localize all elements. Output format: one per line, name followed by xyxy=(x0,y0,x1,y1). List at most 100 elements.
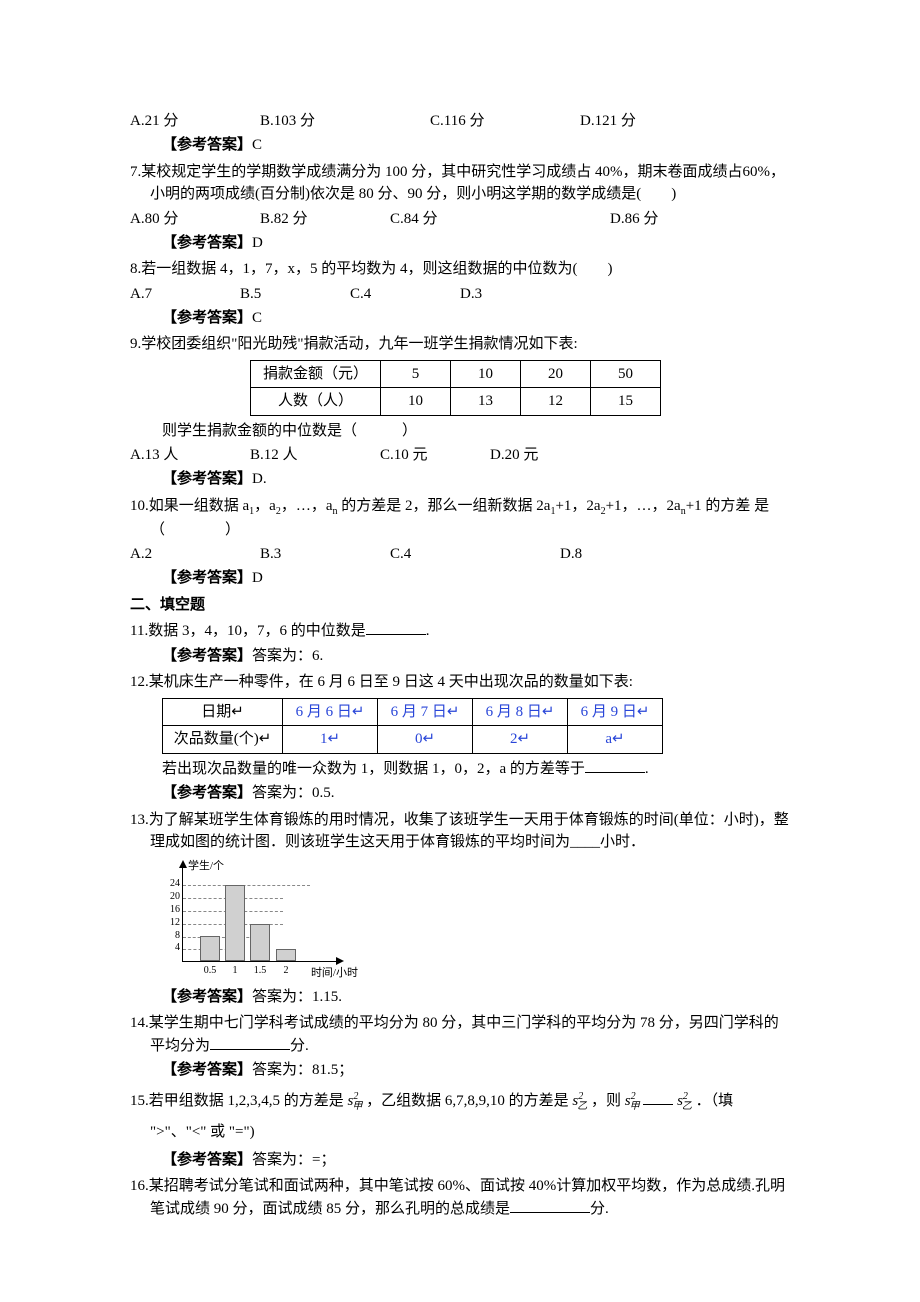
y-arrow-icon xyxy=(179,860,187,868)
q7: 7.某校规定学生的学期数学成绩满分为 100 分，其中研究性学习成绩占 40%，… xyxy=(130,161,790,206)
q9-opt-b: B.12 人 xyxy=(250,444,298,467)
q7-answer: 【参考答案】D xyxy=(130,232,790,255)
answer-label: 【参考答案】 xyxy=(162,1062,252,1078)
q7-opt-d: D.86 分 xyxy=(610,208,658,231)
q12-answer-val: 答案为：0.5. xyxy=(252,785,335,801)
q11: 11.数据 3，4，10，7，6 的中位数是. xyxy=(130,620,790,643)
q14-text: 14.某学生期中七门学科考试成绩的平均分为 80 分，其中三门学科的平均分为 7… xyxy=(130,1012,790,1057)
q8: 8.若一组数据 4，1，7，x，5 的平均数为 4，则这组数据的中位数为( ) xyxy=(130,258,790,281)
q10-m6: +1 的方差 xyxy=(686,498,751,514)
grid-line xyxy=(183,885,310,886)
q10-m1: ，a xyxy=(254,498,276,514)
q13-text: 13.为了解某班学生体育锻炼的用时情况，收集了该班学生一天用于体育锻炼的时间(单… xyxy=(130,809,790,854)
section-2-heading: 二、填空题 xyxy=(130,594,790,617)
q9-r2-0: 人数（人） xyxy=(251,388,381,416)
sub-jia: 甲 xyxy=(630,1101,640,1112)
q7-answer-val: D xyxy=(252,235,263,251)
q9-r2-3: 12 xyxy=(521,388,591,416)
xtick: 1 xyxy=(223,963,247,978)
q12-sub-pre: 若出现次品数量的唯一众数为 1，则数据 1，0，2，a 的方差等于 xyxy=(162,761,585,777)
q10-pre: 10.如果一组数据 a xyxy=(130,498,249,514)
ytick: 24 xyxy=(164,876,180,891)
blank xyxy=(643,1090,673,1105)
q7-options: A.80 分 B.82 分 C.84 分 D.86 分 xyxy=(130,208,790,230)
answer-label: 【参考答案】 xyxy=(162,137,252,153)
q9-th-4: 50 xyxy=(591,360,661,388)
q9-r2-1: 10 xyxy=(381,388,451,416)
answer-label: 【参考答案】 xyxy=(162,1152,252,1168)
table-row: 人数（人） 10 13 12 15 xyxy=(251,388,661,416)
xtick: 0.5 xyxy=(198,963,222,978)
q9-answer: 【参考答案】D. xyxy=(130,468,790,491)
blank xyxy=(585,758,645,773)
q12-r2-4: a↵ xyxy=(568,726,663,754)
sub-yi: 乙 xyxy=(577,1101,587,1112)
x-arrow-icon xyxy=(336,957,344,965)
answer-label: 【参考答案】 xyxy=(162,989,252,1005)
q9-opt-c: C.10 元 xyxy=(380,444,428,467)
q6-answer: 【参考答案】C xyxy=(130,134,790,157)
q8-opt-a: A.7 xyxy=(130,283,152,306)
q8-text: 8.若一组数据 4，1，7，x，5 的平均数为 4，则这组数据的中位数为( ) xyxy=(130,258,790,281)
q12-th-1: 6 月 6 日↵ xyxy=(283,698,378,726)
q8-opt-c: C.4 xyxy=(350,283,371,306)
q13-answer: 【参考答案】答案为：1.15. xyxy=(130,986,790,1009)
q12-text: 12.某机床生产一种零件，在 6 月 6 日至 9 日这 4 天中出现次品的数量… xyxy=(130,671,790,694)
ytick: 20 xyxy=(164,889,180,904)
chart-box: 学生/个 时间/小时 48121620240.511.52 xyxy=(162,860,352,980)
q10-text: 10.如果一组数据 a1，a2，…，an 的方差是 2，那么一组新数据 2a1+… xyxy=(130,495,790,542)
xtick: 1.5 xyxy=(248,963,272,978)
q12-table: 日期↵ 6 月 6 日↵ 6 月 7 日↵ 6 月 8 日↵ 6 月 9 日↵ … xyxy=(162,698,663,754)
q10-opt-c: C.4 xyxy=(390,543,411,566)
answer-label: 【参考答案】 xyxy=(162,648,252,664)
q10-m4: +1，2a xyxy=(555,498,600,514)
q9-table: 捐款金额（元） 5 10 20 50 人数（人） 10 13 12 15 xyxy=(250,360,661,416)
q6-options: A.21 分 B.103 分 C.116 分 D.121 分 xyxy=(130,110,790,132)
y-label: 学生/个 xyxy=(188,858,224,875)
q15-answer-val: 答案为：=； xyxy=(252,1152,335,1168)
q7-text: 7.某校规定学生的学期数学成绩满分为 100 分，其中研究性学习成绩占 40%，… xyxy=(130,161,790,206)
blank xyxy=(210,1035,290,1050)
sup-2: 2 xyxy=(631,1091,636,1102)
q15-answer: 【参考答案】答案为：=； xyxy=(130,1149,790,1172)
table-row: 日期↵ 6 月 6 日↵ 6 月 7 日↵ 6 月 8 日↵ 6 月 9 日↵ xyxy=(163,698,663,726)
q9-sub: 则学生捐款金额的中位数是（ ） xyxy=(130,420,790,443)
s-jia: s2甲 xyxy=(348,1086,363,1117)
q16-post: 分. xyxy=(590,1201,609,1217)
bar xyxy=(250,924,270,961)
s-jia: s2甲 xyxy=(625,1086,640,1117)
q14-post: 分. xyxy=(290,1038,309,1054)
q15: 15.若甲组数据 1,2,3,4,5 的方差是 s2甲 ，乙组数据 6,7,8,… xyxy=(130,1086,790,1147)
q14: 14.某学生期中七门学科考试成绩的平均分为 80 分，其中三门学科的平均分为 7… xyxy=(130,1012,790,1057)
q12-sub: 若出现次品数量的唯一众数为 1，则数据 1，0，2，a 的方差等于. xyxy=(130,758,790,781)
q15-pre: 15.若甲组数据 1,2,3,4,5 的方差是 xyxy=(130,1093,344,1109)
q8-answer-val: C xyxy=(252,310,262,326)
answer-label: 【参考答案】 xyxy=(162,235,252,251)
q9: 9.学校团委组织"阳光助残"捐款活动，九年一班学生捐款情况如下表: xyxy=(130,333,790,356)
sub-yi: 乙 xyxy=(682,1101,692,1112)
sub-jia: 甲 xyxy=(352,1101,362,1112)
q9-answer-val: D. xyxy=(252,471,267,487)
q13-chart: 学生/个 时间/小时 48121620240.511.52 xyxy=(130,860,790,980)
q8-opt-b: B.5 xyxy=(240,283,261,306)
q10-m2: ，…，a xyxy=(281,498,333,514)
q9-th-0: 捐款金额（元） xyxy=(251,360,381,388)
q10-opt-a: A.2 xyxy=(130,543,152,566)
q9-opt-d: D.20 元 xyxy=(490,444,538,467)
q9-r2-4: 15 xyxy=(591,388,661,416)
q6-opt-c: C.116 分 xyxy=(430,110,484,133)
sup-2: 2 xyxy=(683,1091,688,1102)
q16-pre: 16.某招聘考试分笔试和面试两种，其中笔试按 60%、面试按 40%计算加权平均… xyxy=(130,1178,785,1217)
q11-answer: 【参考答案】答案为：6. xyxy=(130,645,790,668)
bar xyxy=(200,936,220,961)
q10-options: A.2 B.3 C.4 D.8 xyxy=(130,543,790,565)
bar xyxy=(225,885,245,961)
q9-th-2: 10 xyxy=(451,360,521,388)
q14-answer-val: 答案为：81.5； xyxy=(252,1062,353,1078)
s-yi: s2乙 xyxy=(677,1086,692,1117)
q10-opt-d: D.8 xyxy=(560,543,582,566)
q15-fill: ">"、"<" 或 "=") xyxy=(130,1117,790,1147)
blank xyxy=(510,1198,590,1213)
x-label: 时间/小时 xyxy=(311,965,358,982)
q8-answer: 【参考答案】C xyxy=(130,307,790,330)
